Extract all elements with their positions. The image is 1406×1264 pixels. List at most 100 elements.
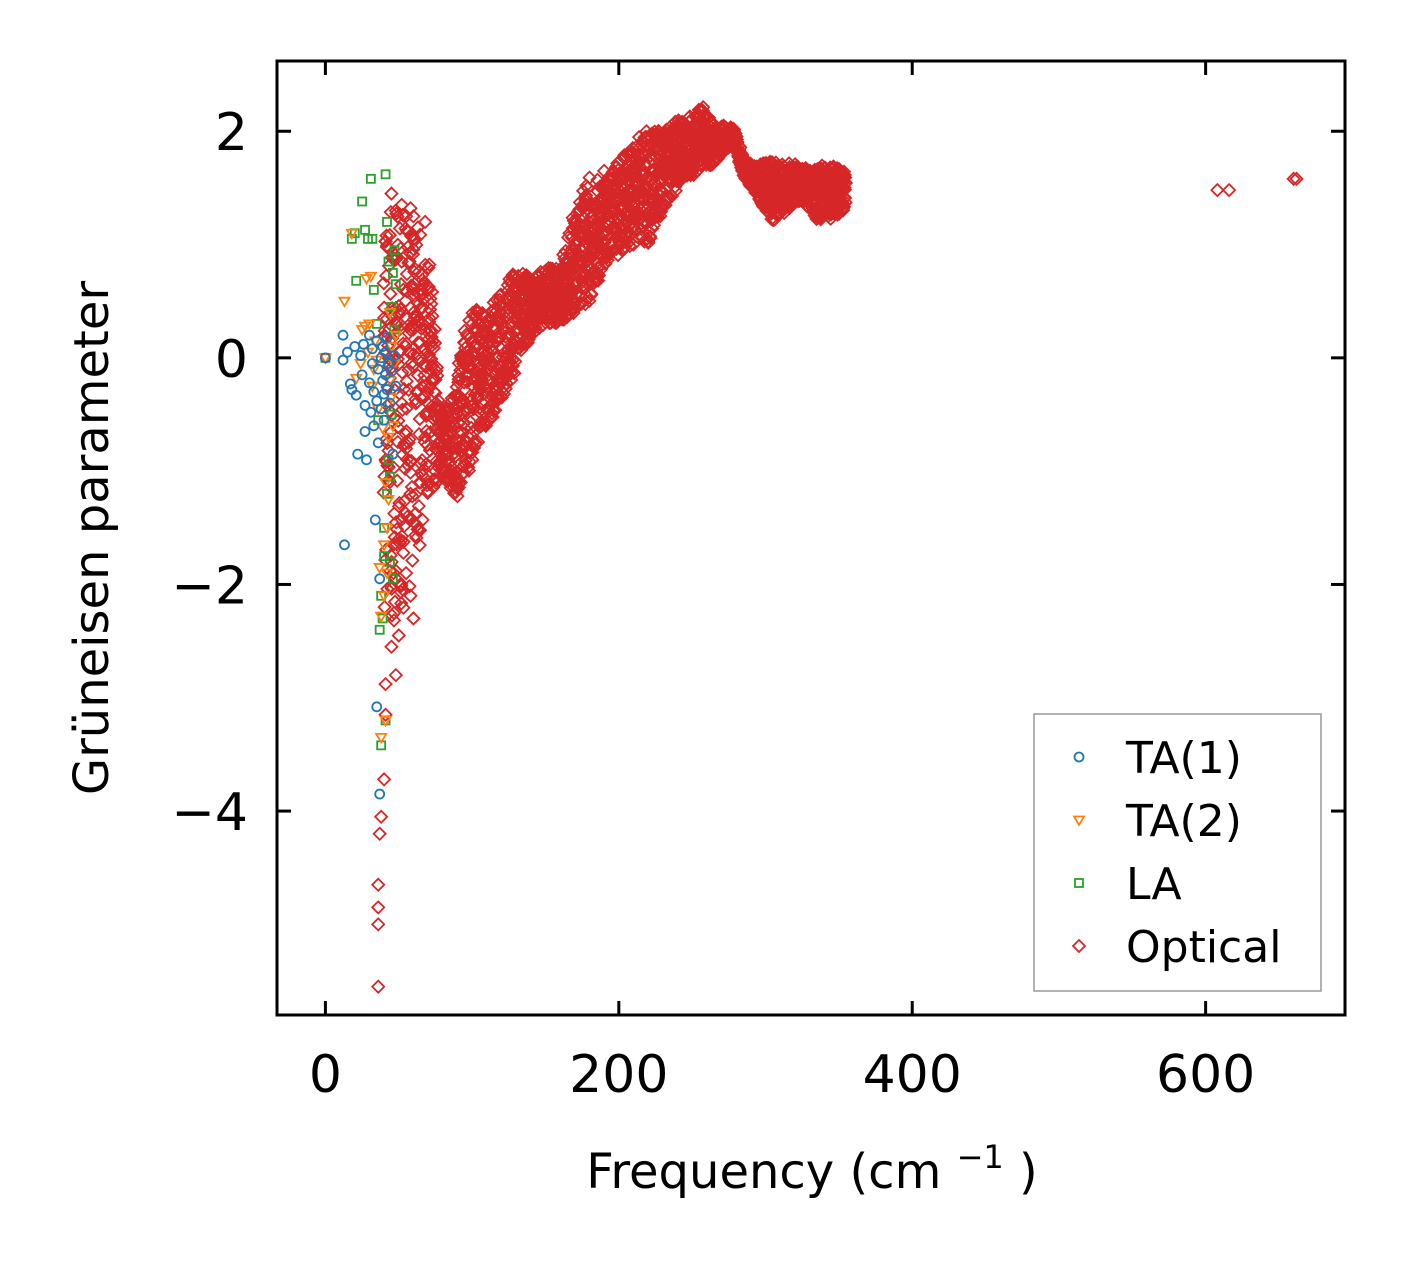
la-marker xyxy=(386,409,397,420)
ta-1-marker xyxy=(388,350,400,361)
ta-1-marker xyxy=(359,426,371,437)
la-marker xyxy=(379,551,389,562)
y-tick-label: 2 xyxy=(215,103,248,163)
ta-1-marker xyxy=(359,400,371,411)
la-marker xyxy=(389,245,400,256)
optical-band-marker xyxy=(391,499,407,514)
ta-1-marker xyxy=(371,395,383,407)
optical-band-marker xyxy=(838,175,854,191)
ta-1-marker xyxy=(380,346,391,358)
optical-marker xyxy=(388,316,404,332)
ta-2-marker xyxy=(380,523,394,535)
optical-band-marker xyxy=(420,437,435,453)
ta-1-marker xyxy=(372,437,384,449)
legend-marker-la xyxy=(1074,878,1084,888)
optical-marker xyxy=(370,979,386,994)
optical-band-marker xyxy=(427,321,443,337)
ta-2-marker xyxy=(345,228,359,240)
optical-band-marker xyxy=(411,498,427,514)
legend-label-optical: Optical xyxy=(1126,922,1281,973)
optical-band-marker xyxy=(392,221,408,236)
optical-band-marker xyxy=(408,232,423,247)
optical-marker xyxy=(403,588,418,604)
optical-marker xyxy=(384,639,399,655)
ta-1-marker xyxy=(349,341,361,352)
optical-band-marker xyxy=(560,306,576,322)
legend-label-ta-1: TA(1) xyxy=(1125,733,1242,784)
optical-band-marker xyxy=(396,534,411,550)
x-tick-label: 0 xyxy=(309,1045,342,1105)
la-marker xyxy=(380,169,391,180)
ta-1-marker xyxy=(386,366,397,377)
optical-band-marker xyxy=(423,351,439,367)
optical-marker xyxy=(398,565,414,581)
optical-band-marker xyxy=(507,365,522,381)
optical-band-marker xyxy=(417,378,433,394)
y-tick-label: −4 xyxy=(171,783,248,843)
la-marker xyxy=(360,224,370,235)
ta-1-marker xyxy=(366,343,378,355)
optical-band-marker xyxy=(424,284,440,300)
optical-band-marker xyxy=(396,600,411,616)
optical-marker xyxy=(1289,171,1304,187)
optical-band-marker xyxy=(622,238,638,254)
la-marker xyxy=(367,233,378,244)
optical-band-marker xyxy=(415,292,431,308)
ta-2-marker xyxy=(364,271,378,284)
ta-2-marker xyxy=(362,319,376,331)
x-tick-label: 600 xyxy=(1156,1045,1255,1105)
optical-band-marker xyxy=(397,435,413,451)
optical-band-marker xyxy=(393,596,409,611)
optical-band-marker xyxy=(531,320,547,336)
optical-band-marker xyxy=(502,353,517,369)
ta-2-marker xyxy=(318,353,332,365)
legend: TA(1) TA(2) LA Optical xyxy=(1033,713,1322,992)
ta-2-marker xyxy=(380,568,394,580)
ta-1-marker xyxy=(381,384,393,395)
optical-band-marker xyxy=(457,340,473,356)
optical-marker xyxy=(420,282,436,298)
x-axis-unit-exponent: −1 xyxy=(957,1138,1004,1176)
optical-marker xyxy=(373,809,389,824)
optical-band-marker xyxy=(416,390,432,405)
optical-band-marker xyxy=(498,329,513,344)
optical-band-marker xyxy=(383,286,398,302)
optical-band-marker xyxy=(837,190,853,206)
x-axis-unit-close: ) xyxy=(1019,1144,1038,1200)
optical-marker xyxy=(409,384,424,400)
optical-band-marker xyxy=(406,346,421,362)
data-markers xyxy=(318,99,1304,994)
optical-marker xyxy=(426,384,442,400)
optical-band-marker xyxy=(390,419,406,435)
legend-items: TA(1) TA(2) LA Optical xyxy=(1071,733,1281,973)
ta-1-marker xyxy=(364,329,375,341)
optical-marker xyxy=(1221,182,1237,198)
optical-marker xyxy=(391,531,407,547)
la-marker xyxy=(365,173,376,184)
optical-band-marker xyxy=(413,300,429,316)
optical-band-marker xyxy=(378,454,394,470)
optical-marker xyxy=(406,611,421,626)
optical-band-marker xyxy=(393,344,408,359)
optical-band-marker xyxy=(505,352,520,368)
axis-ticks: 0 200 400 600 2 0 −2 −4 xyxy=(171,61,1345,1105)
optical-band-marker xyxy=(498,381,513,396)
optical-band-marker xyxy=(453,475,469,490)
optical-marker xyxy=(413,475,429,490)
optical-band-marker xyxy=(418,359,434,375)
ta-1-marker xyxy=(365,406,377,418)
optical-marker xyxy=(406,208,421,224)
optical-marker xyxy=(370,900,386,915)
optical-marker xyxy=(1210,182,1225,198)
optical-band-marker xyxy=(642,229,658,244)
optical-marker xyxy=(406,305,421,320)
optical-band-marker xyxy=(402,578,417,594)
optical-marker xyxy=(1286,171,1301,187)
optical-band-marker xyxy=(596,227,611,243)
optical-marker xyxy=(596,163,612,179)
optical-marker xyxy=(388,667,404,683)
optical-band-marker xyxy=(410,522,425,537)
optical-band-marker xyxy=(580,180,595,196)
optical-band-marker xyxy=(653,201,668,217)
ta-2-marker xyxy=(384,342,399,354)
